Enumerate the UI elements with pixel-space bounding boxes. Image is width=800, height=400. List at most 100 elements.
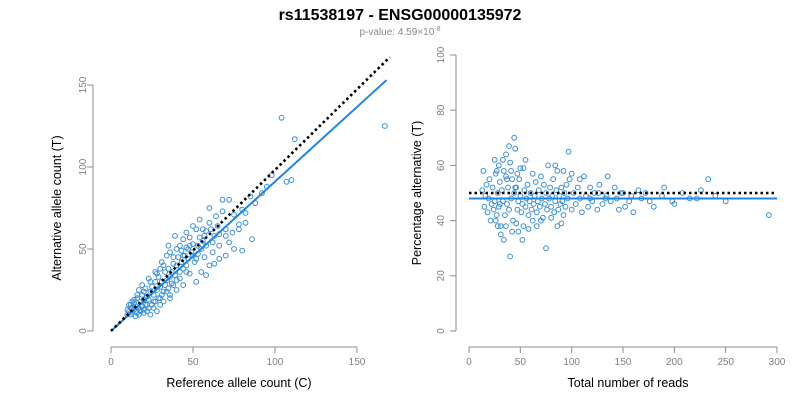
data-point: [520, 165, 527, 172]
data-point: [213, 213, 219, 220]
data-point: [157, 295, 164, 302]
data-point: [491, 198, 498, 205]
data-point: [198, 269, 205, 275]
data-point: [504, 201, 510, 207]
data-point: [137, 306, 144, 313]
data-point: [382, 123, 388, 129]
data-point: [552, 162, 559, 169]
data-point: [560, 212, 567, 219]
data-point: [219, 196, 226, 203]
data-point: [167, 249, 173, 256]
data-point: [508, 168, 515, 174]
data-point: [596, 181, 603, 188]
data-point: [493, 168, 500, 174]
data-point: [188, 249, 195, 256]
data-point: [158, 292, 165, 298]
data-point: [140, 310, 147, 316]
data-point: [173, 246, 180, 252]
data-point: [185, 246, 192, 252]
data-point: [201, 254, 208, 261]
data-point: [170, 254, 177, 261]
data-point: [503, 151, 509, 158]
x-axis-title: Reference allele count (C): [166, 376, 311, 390]
data-point: [177, 275, 183, 282]
data-point: [545, 162, 551, 169]
data-point: [186, 234, 193, 241]
data-point: [561, 190, 568, 196]
data-point: [186, 270, 193, 277]
data-point: [209, 239, 216, 246]
data-point: [484, 209, 491, 216]
data-point: [288, 177, 295, 184]
data-point: [152, 278, 159, 285]
data-point: [506, 206, 512, 213]
data-point: [566, 176, 573, 183]
data-point: [163, 288, 170, 295]
y-tick-label: 60: [436, 159, 447, 171]
data-point: [528, 206, 535, 213]
p-value-exponent: -8: [434, 26, 440, 33]
data-point: [259, 190, 265, 197]
data-point: [178, 247, 185, 254]
data-point: [154, 270, 160, 277]
data-point: [533, 209, 540, 216]
data-point: [541, 181, 547, 188]
data-point: [190, 252, 196, 259]
data-point: [199, 226, 206, 233]
data-point: [568, 170, 575, 177]
data-point: [490, 206, 497, 213]
data-point: [162, 269, 169, 275]
data-point: [517, 165, 524, 172]
data-point: [157, 301, 164, 308]
data-point: [198, 246, 205, 252]
data-point: [536, 203, 543, 210]
data-point: [501, 168, 507, 174]
data-point: [548, 214, 554, 221]
data-point: [558, 184, 565, 191]
x-tick-label: 0: [466, 357, 472, 368]
data-point: [581, 173, 587, 180]
y-tick-label: 40: [436, 215, 447, 227]
data-point: [131, 300, 137, 307]
data-point: [499, 187, 505, 194]
data-point: [535, 187, 542, 194]
x-tick-label: 250: [717, 357, 734, 368]
data-point: [157, 265, 164, 272]
data-point: [587, 184, 593, 191]
right-scatter-panel: 0 50 100 150 200 250 300 0 20 40 60 80 100 Total numb…: [410, 46, 786, 390]
data-point: [486, 176, 493, 183]
data-point: [491, 157, 498, 163]
y-tick-label: 0: [436, 328, 447, 334]
x-tick-label: 50: [187, 357, 199, 368]
data-point: [183, 229, 190, 236]
data-point: [160, 298, 167, 305]
data-point: [206, 262, 213, 269]
data-point: [158, 259, 165, 266]
data-point: [168, 280, 175, 287]
data-point: [503, 223, 509, 230]
y-tick-label: 100: [436, 46, 447, 63]
data-point: [500, 198, 506, 205]
data-point: [506, 143, 512, 150]
data-point: [186, 242, 193, 249]
data-point: [513, 220, 520, 227]
data-point: [585, 203, 591, 210]
data-point: [525, 226, 532, 232]
x-tick-label: 100: [563, 357, 580, 368]
data-point: [507, 253, 514, 260]
x-tick-label: 100: [267, 357, 284, 368]
y-tick-label: 50: [78, 243, 89, 255]
data-point: [515, 228, 522, 235]
data-point: [160, 262, 167, 269]
data-point: [495, 162, 502, 169]
data-point: [661, 184, 667, 191]
data-point: [242, 219, 249, 226]
data-point: [524, 181, 531, 188]
data-point: [183, 269, 190, 275]
data-point: [136, 287, 142, 293]
data-point: [493, 212, 500, 219]
data-point: [139, 282, 146, 289]
y-tick-label: 80: [436, 104, 447, 116]
data-point: [165, 265, 172, 272]
